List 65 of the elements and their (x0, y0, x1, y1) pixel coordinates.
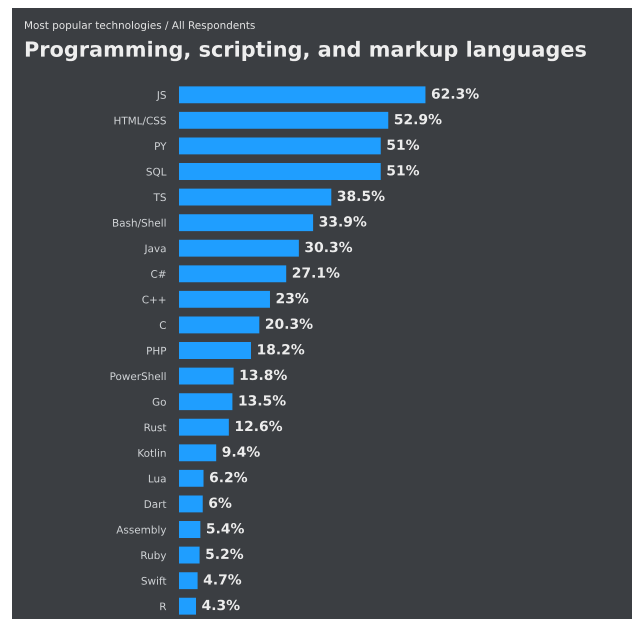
data-label: 27.1% (292, 267, 340, 278)
y-tick-label: Assembly (116, 526, 166, 536)
data-label: 38.5% (338, 190, 385, 202)
y-tick-label: Bash/Shell (113, 218, 166, 228)
data-label: 20.3% (266, 318, 313, 329)
y-tick-label: R (160, 602, 166, 610)
y-tick-label: C (160, 321, 166, 330)
bar (179, 163, 381, 180)
data-label: 51% (387, 139, 420, 150)
bar (179, 240, 299, 257)
bar (179, 368, 234, 385)
bar (179, 316, 260, 334)
bar (179, 86, 426, 104)
bar (179, 546, 200, 564)
y-tick-label: Java (144, 244, 166, 254)
data-label: 62.3% (432, 88, 479, 99)
y-tick-label: Go (152, 398, 166, 406)
data-label: 6.2% (210, 472, 248, 482)
bar (179, 290, 270, 308)
data-label: 18.2% (258, 344, 304, 355)
y-tick-label: Rust (144, 424, 166, 432)
y-tick-label: C# (151, 270, 166, 278)
data-label: 13.5% (240, 395, 286, 406)
y-tick-label: HTML/CSS (114, 116, 166, 126)
bar (179, 112, 388, 129)
bar (179, 188, 332, 206)
y-tick-label: PowerShell (110, 372, 166, 380)
data-label: 4.7% (204, 574, 242, 585)
y-tick-label: Kotlin (138, 448, 166, 457)
bar (179, 342, 251, 359)
bar (179, 418, 229, 436)
data-label: 33.9% (320, 216, 366, 227)
data-label: 51% (387, 165, 420, 176)
data-label: 6% (209, 497, 232, 508)
bar (179, 137, 381, 154)
data-label: 30.3% (305, 242, 352, 252)
data-label: 9.4% (222, 446, 260, 457)
y-tick-label: Swift (142, 576, 166, 585)
y-tick-label: PHP (147, 346, 166, 354)
y-tick-label: SQL (146, 168, 166, 177)
chart-title: Programming, scripting, and markup languages (26, 40, 586, 62)
bar (179, 598, 196, 615)
chart-subtitle: Most popular technologies / All Respondents (25, 20, 255, 32)
data-label: 4.3% (202, 600, 240, 610)
bar (179, 470, 204, 487)
y-tick-label: Ruby (141, 551, 166, 562)
data-label: 13.8% (240, 370, 287, 380)
y-tick-label: Lua (148, 474, 166, 482)
data-label: 52.9% (394, 114, 442, 124)
y-tick-label: Dart (144, 500, 166, 508)
bar (179, 572, 198, 590)
data-label: 5.2% (206, 548, 244, 560)
bar (179, 521, 200, 538)
data-label: 5.4% (206, 523, 244, 534)
bar (179, 393, 232, 410)
bar (179, 214, 314, 232)
y-tick-label: JS (156, 91, 166, 101)
bar (179, 265, 286, 282)
y-tick-label: TS (153, 193, 166, 202)
data-label: 12.6% (236, 420, 282, 432)
bar (179, 444, 216, 462)
y-tick-label: C++ (142, 296, 166, 304)
data-label: 23% (276, 292, 308, 304)
bar (179, 495, 203, 512)
y-tick-label: PY (155, 142, 167, 150)
